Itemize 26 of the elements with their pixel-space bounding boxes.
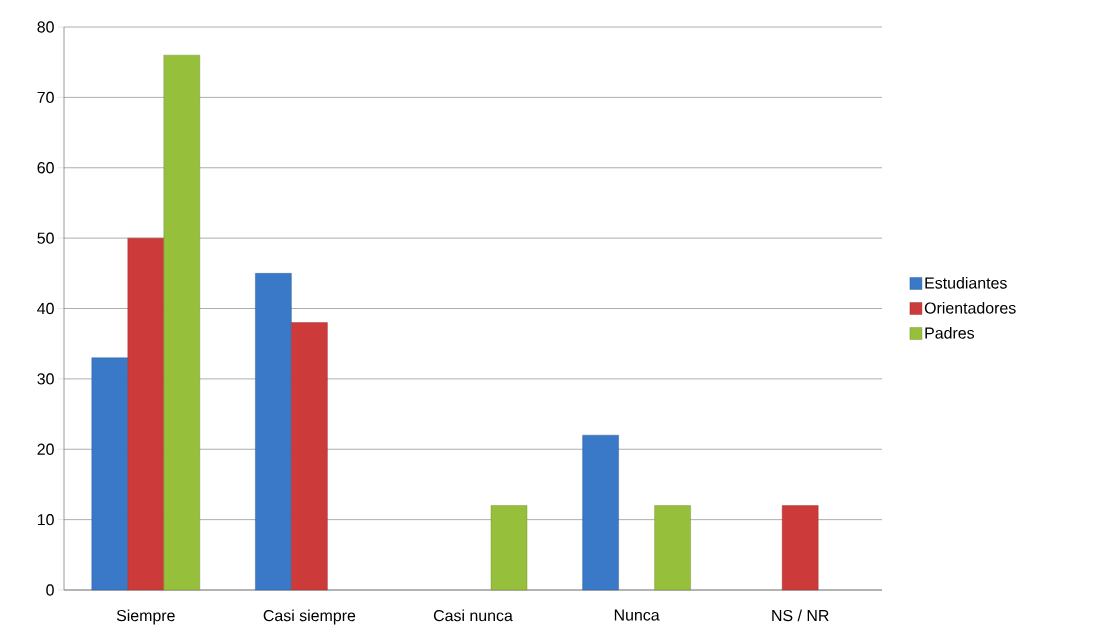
y-tick-label: 20 bbox=[37, 443, 54, 455]
y-tick-label: 0 bbox=[46, 584, 54, 596]
x-tick-label: Casi siempre bbox=[263, 609, 356, 625]
y-tick-label: 10 bbox=[37, 513, 54, 526]
x-tick-label: Siempre bbox=[116, 609, 175, 625]
bar bbox=[163, 54, 200, 591]
bar bbox=[255, 273, 292, 591]
legend-label: Padres bbox=[925, 327, 975, 339]
y-tick-label: 80 bbox=[37, 21, 54, 33]
x-tick-label: NS / NR bbox=[772, 609, 829, 622]
bar bbox=[291, 322, 328, 591]
bar bbox=[91, 357, 128, 591]
bar bbox=[127, 237, 164, 591]
y-tick-label: 60 bbox=[37, 162, 54, 174]
y-tick-label: 50 bbox=[37, 232, 54, 244]
legend-label: Estudiantes bbox=[925, 276, 1007, 289]
bar bbox=[582, 434, 619, 591]
y-tick-label: 40 bbox=[37, 302, 54, 315]
legend-label: Orientadores bbox=[924, 301, 1016, 314]
y-tick-label: 30 bbox=[37, 373, 54, 385]
x-tick-label: Casi nunca bbox=[433, 609, 513, 622]
x-tick-label: Nunca bbox=[614, 609, 660, 621]
bar bbox=[782, 505, 819, 591]
bar bbox=[490, 505, 528, 591]
y-tick-label: 70 bbox=[37, 91, 54, 104]
bar bbox=[654, 505, 691, 591]
